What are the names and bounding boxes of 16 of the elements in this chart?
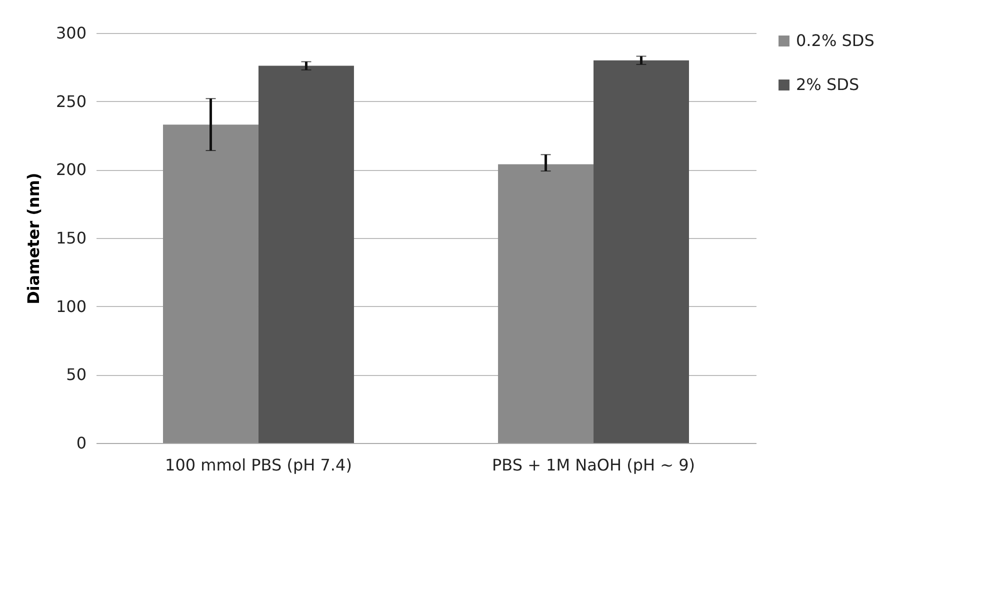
- bar: [258, 66, 354, 443]
- bar: [163, 124, 258, 443]
- y-tick-label: 50: [66, 365, 86, 384]
- y-tick-label: 100: [56, 296, 86, 316]
- x-tick-label: 100 mmol PBS (pH 7.4): [165, 456, 352, 474]
- y-tick-label: 250: [56, 92, 86, 111]
- y-tick-label: 200: [56, 160, 86, 180]
- y-tick-label: 300: [56, 24, 86, 42]
- bar: [594, 60, 689, 443]
- legend-label: 0.2% SDS: [796, 31, 874, 50]
- y-axis-title: Diameter (nm): [24, 172, 43, 304]
- bar: [498, 164, 594, 443]
- x-tick-label: PBS + 1M NaOH (pH ~ 9): [492, 456, 696, 474]
- y-tick-label: 0: [76, 434, 86, 452]
- y-tick-label: 150: [56, 228, 86, 248]
- legend-label: 2% SDS: [796, 75, 860, 94]
